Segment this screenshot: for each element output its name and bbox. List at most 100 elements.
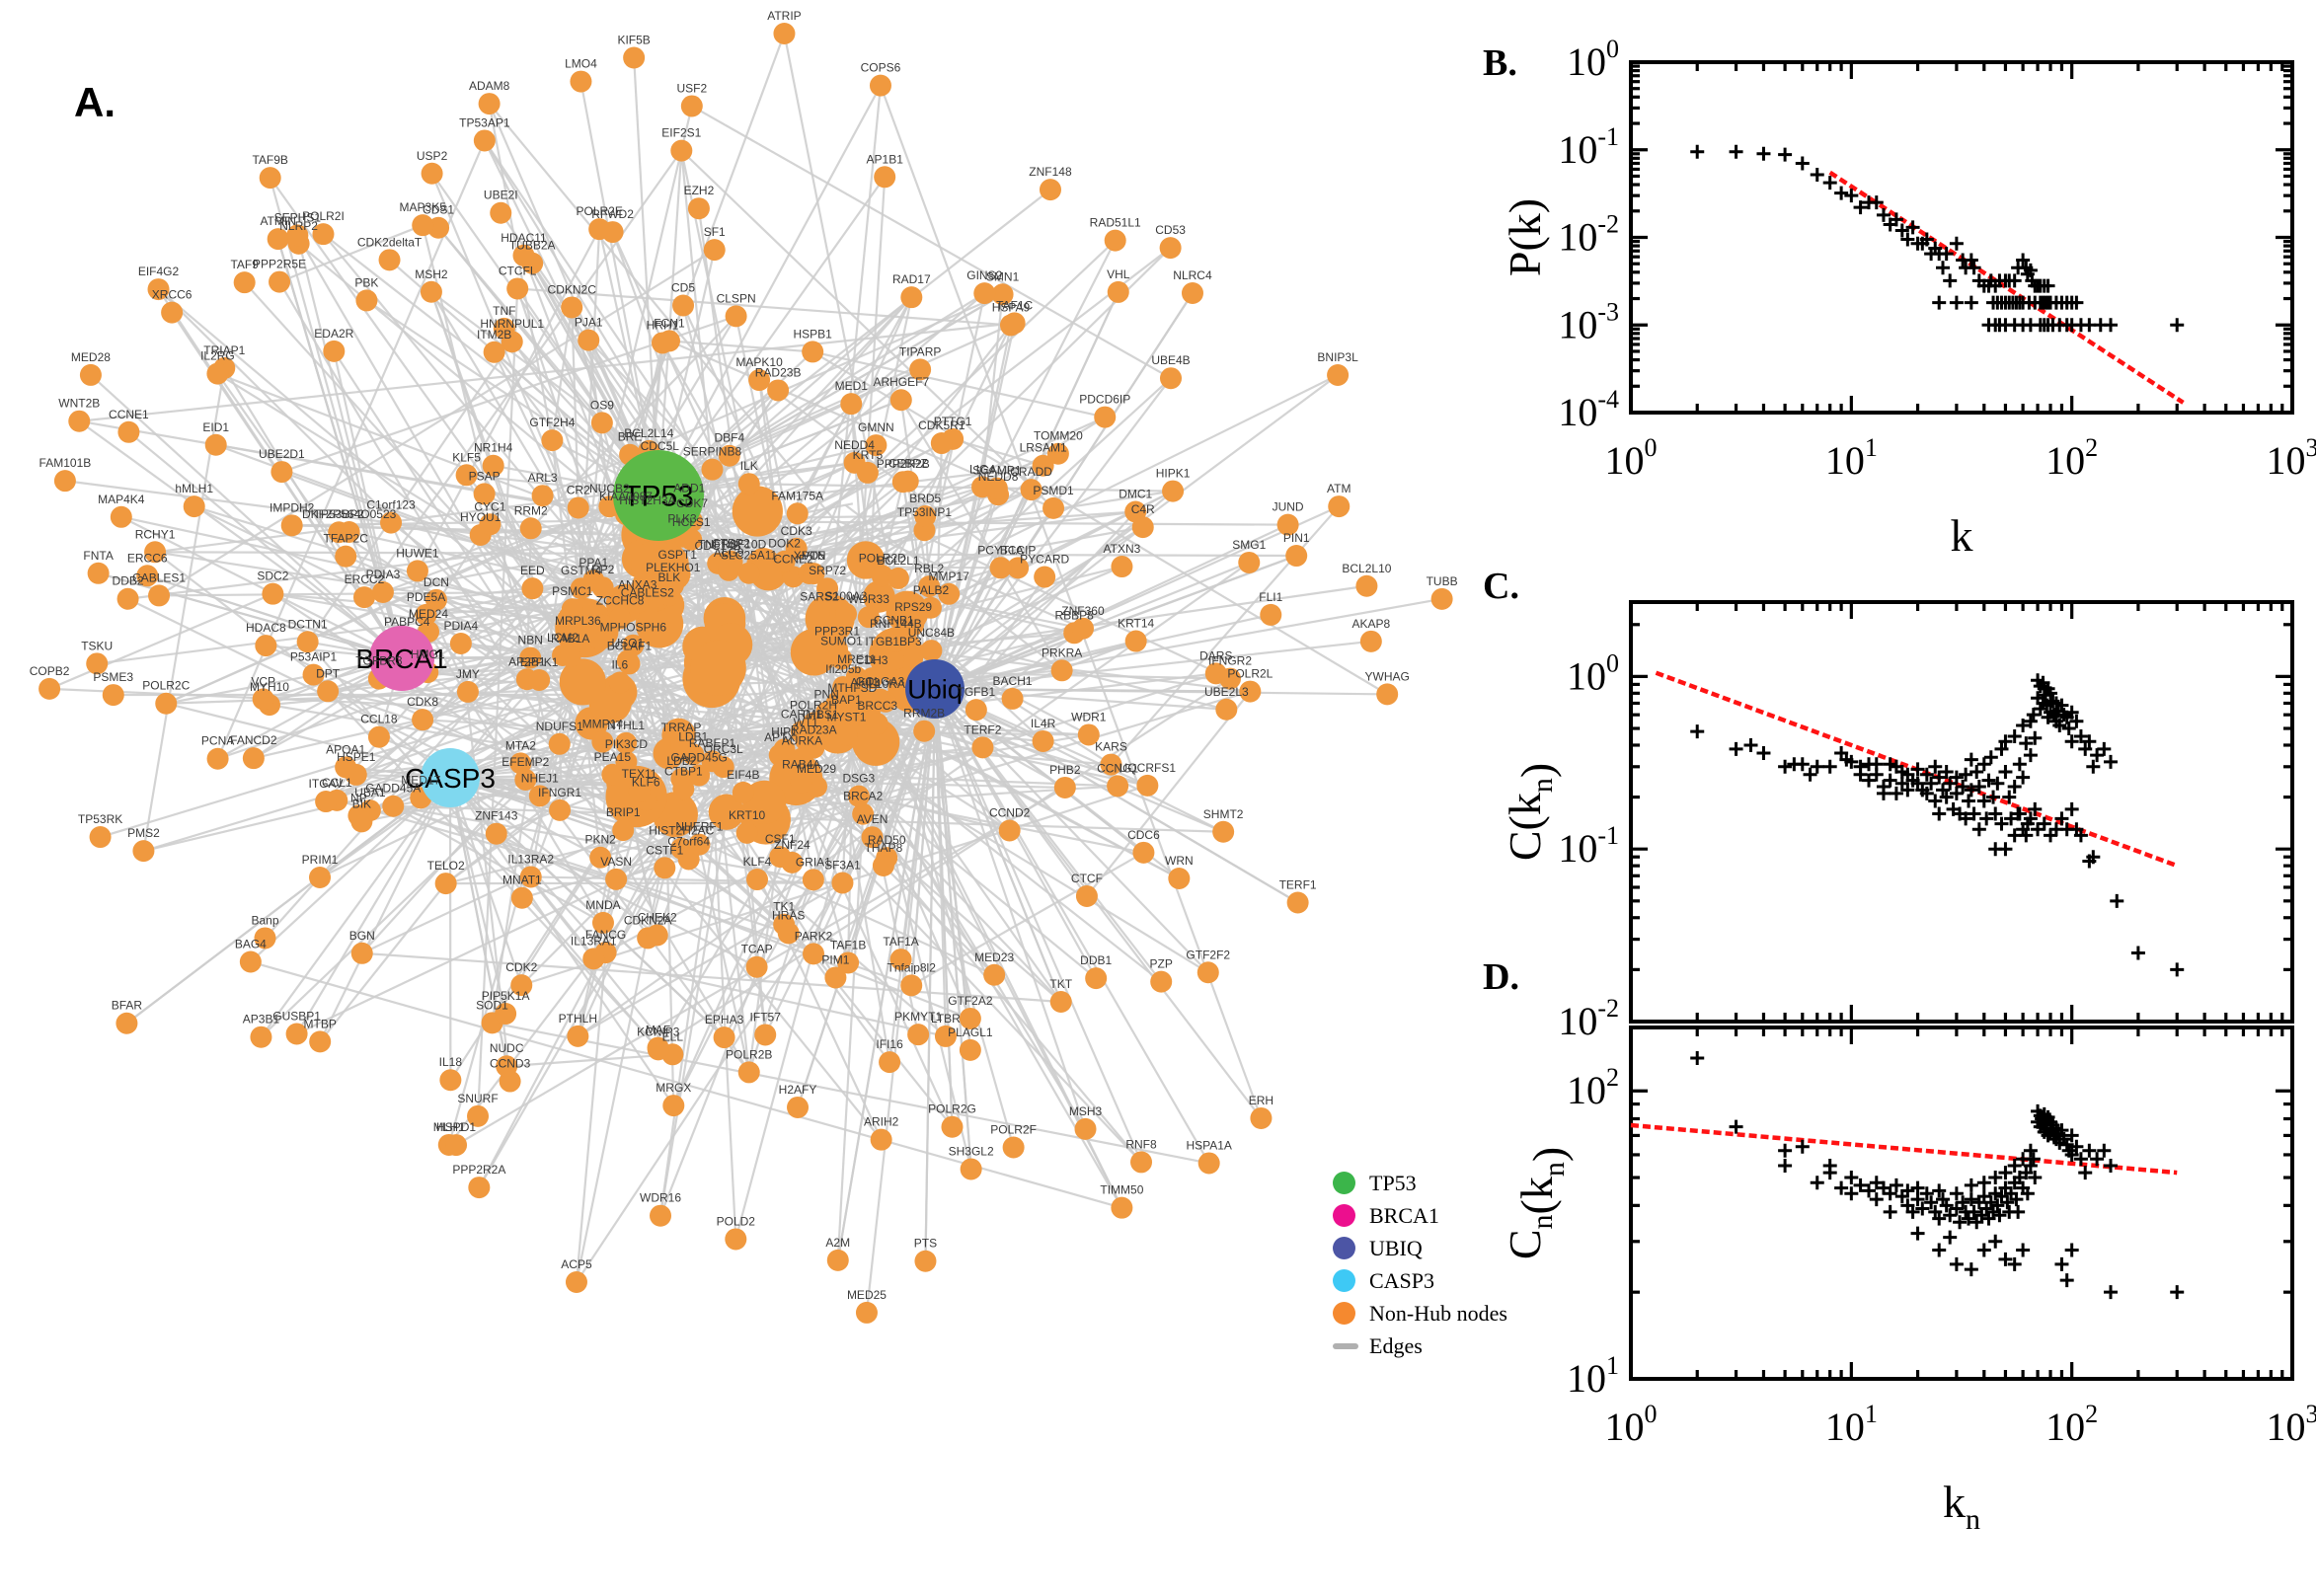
legend-node-swatch <box>1333 1302 1355 1325</box>
chart-points <box>1690 145 2184 333</box>
chart-panel-C: 100 10-1 10-2 C(kn) <box>1500 602 2292 1043</box>
legend-node-swatch <box>1333 1237 1355 1259</box>
data-point-marker <box>1811 1176 1824 1189</box>
chart-points <box>1690 673 2184 976</box>
legend-item-brca1: BRCA1 <box>1333 1199 1507 1232</box>
data-point-marker <box>2065 802 2079 816</box>
legend-item-casp3: CASP3 <box>1333 1264 1507 1297</box>
chart-fit-line <box>1631 1125 2177 1173</box>
legend-label: Edges <box>1369 1333 1423 1359</box>
data-point-marker <box>1998 842 2012 856</box>
chart-ticks <box>1631 602 2292 1022</box>
data-point-marker <box>1870 1192 1884 1206</box>
legend-label: UBIQ <box>1369 1236 1423 1261</box>
data-point-marker <box>1936 261 1950 274</box>
data-point-marker <box>2104 1285 2118 1299</box>
axis-tick-label: 100 <box>1605 1400 1658 1449</box>
legend-node-swatch <box>1333 1204 1355 1227</box>
data-point-marker <box>1796 757 1810 771</box>
data-point-marker <box>1990 777 2004 791</box>
chart-frame <box>1631 602 2292 1022</box>
data-point-marker <box>2054 1257 2068 1271</box>
data-point-marker <box>1811 168 1824 182</box>
legend-item-edges: Edges <box>1333 1330 1507 1362</box>
data-point-marker <box>2110 894 2123 908</box>
axis-label: P(k) <box>1500 198 1550 276</box>
data-point-marker <box>1965 753 1978 767</box>
data-point-marker <box>1965 1178 1978 1192</box>
data-point-marker <box>1932 1244 1946 1257</box>
data-point-marker <box>1943 273 1957 287</box>
chart-ticks <box>1631 62 2292 413</box>
data-point-marker <box>1911 1227 1925 1241</box>
data-point-marker <box>2104 318 2118 332</box>
data-point-marker <box>1811 760 1824 774</box>
axis-tick-label: 102 <box>2046 433 2098 483</box>
panel-c-label: C. <box>1483 565 1519 608</box>
data-point-marker <box>1844 189 1858 202</box>
axis-label: Cn(kn) <box>1500 1147 1574 1259</box>
axis-tick-label: 10-3 <box>1558 297 1619 346</box>
chart-frame <box>1631 62 2292 413</box>
data-point-marker <box>1690 1051 1704 1065</box>
axis-tick-label: 10-1 <box>1558 821 1619 871</box>
data-point-marker <box>1778 1144 1792 1158</box>
data-point-marker <box>1969 765 1983 779</box>
data-point-marker <box>1977 757 1991 771</box>
legend-edge-swatch <box>1333 1343 1358 1349</box>
data-point-marker <box>2011 1205 2025 1219</box>
data-point-marker <box>2082 1144 2096 1158</box>
legend-item-ubiq: UBIQ <box>1333 1232 1507 1264</box>
axis-label: kn <box>1943 1477 1980 1536</box>
axis-tick-label: 10-2 <box>1558 210 1619 260</box>
data-point-marker <box>1877 787 1891 800</box>
data-point-marker <box>1984 750 1998 764</box>
data-point-marker <box>1834 187 1848 200</box>
data-point-marker <box>1932 807 1946 821</box>
data-point-marker <box>1965 1262 1978 1276</box>
data-point-marker <box>2062 722 2076 735</box>
axis-tick-label: 102 <box>1567 1063 1619 1112</box>
data-point-marker <box>2013 757 2027 771</box>
axis-tick-label: 10-1 <box>1558 122 1619 172</box>
data-point-marker <box>2024 748 2038 762</box>
data-point-marker <box>2170 1285 2184 1299</box>
data-point-marker <box>2016 1244 2030 1257</box>
data-point-marker <box>2104 755 2118 769</box>
data-point-marker <box>1690 145 1704 159</box>
data-point-marker <box>1730 145 1743 159</box>
data-point-marker <box>1972 822 1986 836</box>
data-point-marker <box>1796 156 1810 170</box>
data-point-marker <box>2131 946 2145 959</box>
data-point-marker <box>1959 768 1972 782</box>
data-point-marker <box>1988 1235 2002 1249</box>
data-point-marker <box>2170 318 2184 332</box>
axis-label: C(kn) <box>1500 763 1562 861</box>
chart-points <box>1690 1051 2184 1299</box>
data-point-marker <box>2060 1273 2074 1287</box>
data-point-marker <box>1965 1192 1978 1206</box>
data-point-marker <box>1977 1244 1991 1257</box>
data-point-marker <box>1932 296 1946 310</box>
axis-tick-label: 100 <box>1567 35 1619 84</box>
data-point-marker <box>1756 746 1770 760</box>
data-point-marker <box>1965 296 1978 310</box>
axis-label: k <box>1951 510 1973 561</box>
axis-tick-label: 10-4 <box>1558 385 1619 434</box>
axis-tick-label: 10-2 <box>1558 994 1619 1043</box>
data-point-marker <box>1804 768 1817 782</box>
legend-item-tp53: TP53 <box>1333 1167 1507 1199</box>
data-point-marker <box>2024 1144 2038 1158</box>
axis-tick-label: 101 <box>1567 1351 1619 1401</box>
data-point-marker <box>1823 760 1837 774</box>
legend-label: Non-Hub nodes <box>1369 1301 1507 1327</box>
axis-tick-label: 100 <box>1567 648 1619 698</box>
data-point-marker <box>1884 1205 1897 1219</box>
panel-b-label: B. <box>1483 41 1517 85</box>
axis-tick-label: 103 <box>2267 1400 2316 1449</box>
axis-tick-label: 101 <box>1825 433 1878 483</box>
data-point-marker <box>2078 1166 2092 1179</box>
